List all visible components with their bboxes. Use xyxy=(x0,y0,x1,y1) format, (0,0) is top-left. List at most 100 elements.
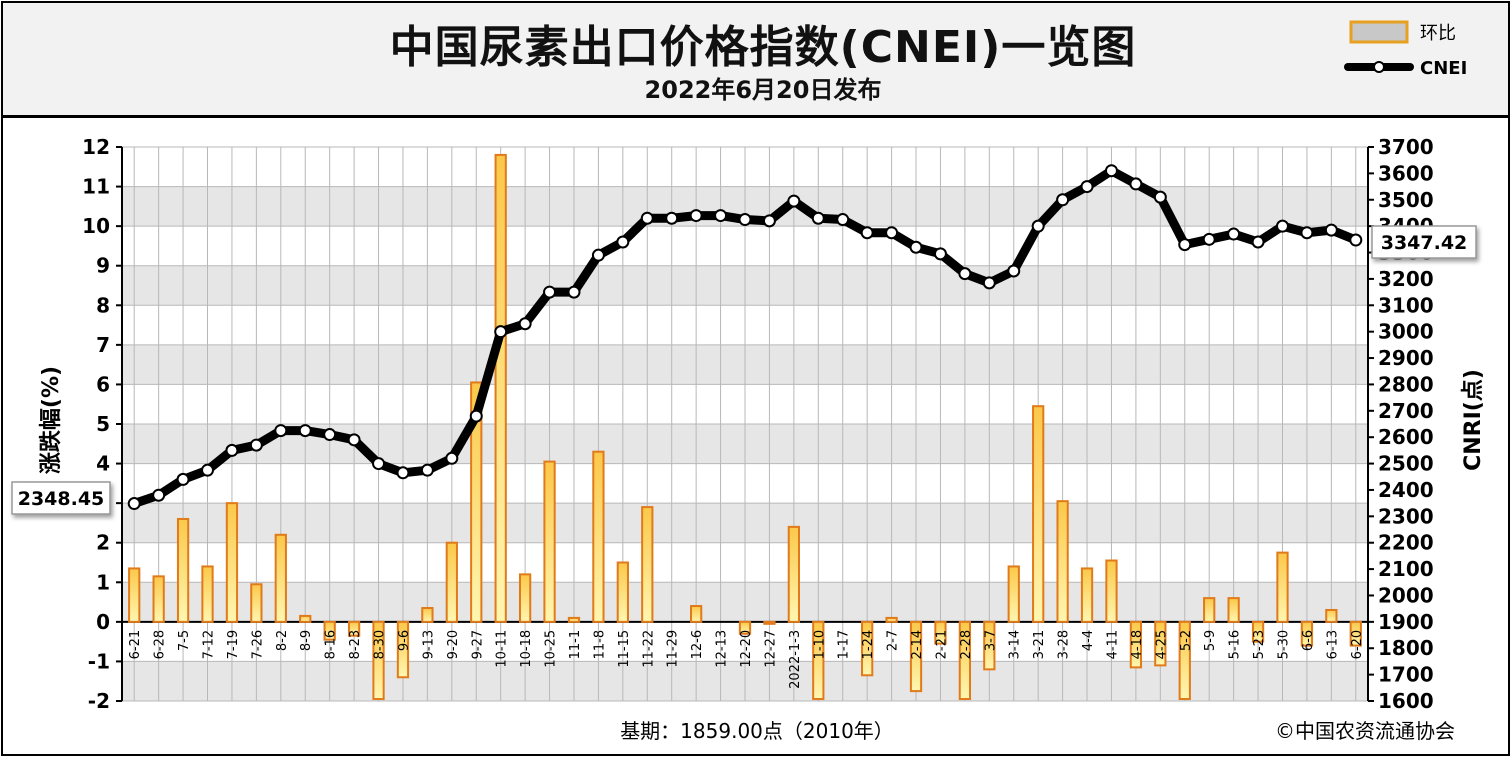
y-tick-label: 1 xyxy=(96,570,110,594)
x-tick-label: 4-25 xyxy=(1154,630,1169,660)
legend-line-marker xyxy=(1373,61,1385,73)
cnei-point-4-18 xyxy=(1129,177,1143,191)
bar-6-13 xyxy=(1325,608,1338,623)
x-tick-label: 8-9 xyxy=(299,630,314,651)
bar-12-20 xyxy=(738,620,752,635)
y2-tick-label: 2300 xyxy=(1378,504,1434,528)
y2-axis-label: CNRI(点) xyxy=(1460,369,1486,471)
cnei-point-6-20 xyxy=(1349,233,1363,247)
x-tick-label: 11-22 xyxy=(641,630,656,668)
x-tick-label: 2022-1-3 xyxy=(788,630,803,689)
bar-2-14 xyxy=(909,620,923,693)
cnei-point-10-18 xyxy=(518,317,532,331)
bar-12-27 xyxy=(763,620,776,625)
y-tick-label: 6 xyxy=(96,372,110,396)
y-tick-label: 7 xyxy=(96,333,110,357)
x-tick-label: 11-15 xyxy=(617,630,632,668)
cnei-point-11-8 xyxy=(591,248,605,262)
y-tick-label: 9 xyxy=(96,254,110,278)
y2-tick-label: 3600 xyxy=(1378,161,1434,185)
cnei-point-12-20 xyxy=(738,213,752,227)
y2-tick-label: 3000 xyxy=(1378,320,1434,344)
x-tick-label: 6-13 xyxy=(1325,630,1340,660)
bar-2-7 xyxy=(885,616,898,623)
end-value-callout: 3347.42 xyxy=(1371,225,1477,259)
bar-4-11 xyxy=(1105,559,1118,623)
bar-5-16 xyxy=(1227,597,1240,623)
x-tick-label: 2-7 xyxy=(886,630,901,651)
cnei-point-10-11 xyxy=(494,325,508,339)
x-tick-label: 7-12 xyxy=(202,630,217,660)
bar-5-9 xyxy=(1203,597,1216,623)
x-tick-label: 1-10 xyxy=(812,630,827,660)
bar-4-25 xyxy=(1154,620,1167,667)
plot-area: -2-1012345678910111216001700180019002000… xyxy=(82,135,1434,713)
bar-2022-1-3 xyxy=(787,525,800,623)
cnei-point-2-28 xyxy=(958,267,972,281)
x-tick-label: 12-27 xyxy=(763,630,778,668)
y2-tick-label: 1700 xyxy=(1378,663,1434,687)
x-tick-label: 6-21 xyxy=(128,630,143,660)
bar-8-23 xyxy=(347,620,361,637)
x-tick-label: 9-6 xyxy=(397,630,412,651)
y2-tick-label: 2400 xyxy=(1378,478,1434,502)
y2-tick-label: 3200 xyxy=(1378,267,1434,291)
cnei-point-5-30 xyxy=(1275,219,1289,233)
header-band: 中国尿素出口价格指数(CNEI)一览图 2022年6月20日发布 xyxy=(3,3,1508,118)
cnei-point-3-7 xyxy=(982,276,996,290)
bar-6-20 xyxy=(1349,620,1362,647)
y2-tick-label: 2100 xyxy=(1378,557,1434,581)
cnei-point-8-2 xyxy=(274,424,288,438)
cnei-point-3-28 xyxy=(1056,193,1070,207)
bar-6-6 xyxy=(1300,620,1314,647)
cnei-point-9-20 xyxy=(445,451,459,465)
cnei-point-2022-1-3 xyxy=(787,194,801,208)
cnei-point-10-25 xyxy=(543,285,557,299)
cnei-point-4-25 xyxy=(1153,190,1167,204)
x-tick-label: 10-18 xyxy=(519,630,534,668)
bar-4-4 xyxy=(1080,567,1094,623)
bar-3-14 xyxy=(1007,565,1020,623)
y-tick-label: 2 xyxy=(96,531,110,555)
x-tick-label: 9-20 xyxy=(446,630,461,660)
x-tick-label: 4-4 xyxy=(1081,630,1096,651)
x-tick-label: 7-19 xyxy=(226,630,241,660)
chart-subtitle: 2022年6月20日发布 xyxy=(644,76,882,104)
cnei-point-5-9 xyxy=(1202,232,1216,246)
cnei-point-8-9 xyxy=(298,424,312,438)
footer-copyright: ©中国农资流通协会 xyxy=(1275,719,1455,743)
x-tick-label: 8-16 xyxy=(324,630,339,660)
cnei-point-9-6 xyxy=(396,466,410,480)
x-tick-label: 4-11 xyxy=(1105,630,1120,660)
cnei-point-6-21 xyxy=(127,497,141,511)
x-tick-label: 10-25 xyxy=(544,630,559,668)
y2-tick-label: 1800 xyxy=(1378,636,1434,660)
x-tick-label: 6-28 xyxy=(153,630,168,660)
x-tick-label: 6-20 xyxy=(1350,630,1365,660)
x-tick-label: 12-6 xyxy=(690,630,705,660)
x-tick-label: 10-11 xyxy=(495,630,510,668)
bar-12-6 xyxy=(690,605,703,623)
y2-tick-label: 3500 xyxy=(1378,188,1434,212)
end-callout-box xyxy=(1371,225,1477,259)
bar-11-8 xyxy=(592,450,605,623)
bar-3-21 xyxy=(1032,405,1045,623)
cnei-point-11-29 xyxy=(665,211,679,225)
bar-10-25 xyxy=(543,460,556,623)
cnei-point-5-2 xyxy=(1178,238,1192,252)
bar-10-11 xyxy=(494,153,507,623)
cnei-point-8-30 xyxy=(372,457,386,471)
x-tick-label: 3-14 xyxy=(1008,630,1023,660)
x-tick-label: 11-8 xyxy=(592,630,607,660)
x-tick-label: 2-28 xyxy=(959,630,974,660)
bar-9-6 xyxy=(396,620,410,679)
cnei-point-2-14 xyxy=(909,240,923,254)
cnei-point-2-21 xyxy=(933,247,947,261)
y-tick-label: -2 xyxy=(88,689,110,713)
x-tick-label: 3-28 xyxy=(1057,630,1072,660)
x-tick-label: 11-1 xyxy=(568,630,583,660)
y2-tick-label: 3100 xyxy=(1378,293,1434,317)
cnei-point-8-23 xyxy=(347,433,361,447)
x-tick-label: 12-20 xyxy=(739,630,754,668)
